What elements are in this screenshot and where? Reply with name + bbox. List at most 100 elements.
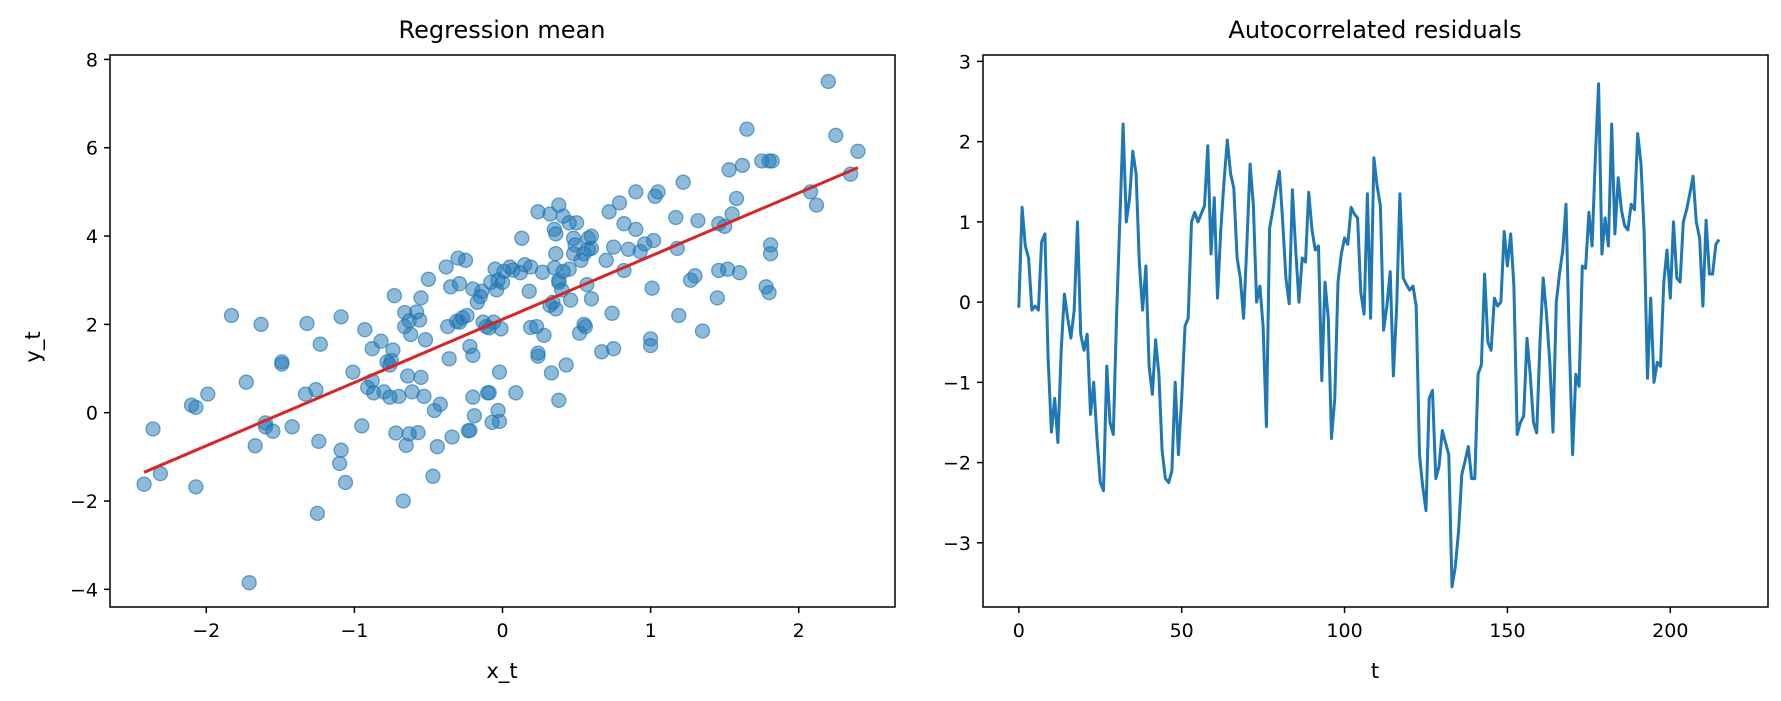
scatter-point xyxy=(354,418,370,434)
scatter-point xyxy=(400,368,416,384)
scatter-point xyxy=(675,174,691,190)
scatter-point xyxy=(331,455,348,472)
scatter-point xyxy=(604,305,620,321)
scatter-point xyxy=(444,429,460,445)
scatter-point xyxy=(491,364,508,380)
scatter-point xyxy=(188,399,204,416)
scatter-point xyxy=(265,423,281,439)
scatter-point xyxy=(357,322,373,338)
scatter-point xyxy=(628,221,644,238)
residuals-panel: Autocorrelated residuals t 0 50 100 150 200 −… xyxy=(943,16,1769,683)
residuals-y-tick-label: 3 xyxy=(959,51,971,73)
scatter-point xyxy=(721,162,737,178)
residuals-line xyxy=(1017,82,1721,589)
residuals-y-tick-label: −3 xyxy=(943,533,971,555)
regression-x-tick-label: −1 xyxy=(340,620,368,642)
scatter-point xyxy=(601,204,617,220)
residuals-y-tick-label: −1 xyxy=(943,372,971,394)
scatter-point xyxy=(728,190,745,207)
scatter-point xyxy=(690,212,706,229)
scatter-point xyxy=(395,493,411,509)
scatter-point xyxy=(645,232,662,249)
scatter-point xyxy=(761,284,777,301)
regression-y-tick-label: −2 xyxy=(70,491,98,513)
regression-x-tick-label: 2 xyxy=(793,620,805,642)
scatter-point xyxy=(543,365,560,381)
scatter-point xyxy=(762,237,779,253)
scatter-point xyxy=(247,438,263,454)
scatter-point xyxy=(694,323,711,339)
scatter-point xyxy=(739,121,755,137)
scatter-point xyxy=(465,389,481,405)
scatter-point xyxy=(451,276,468,292)
regression-y-tick-label: 0 xyxy=(86,403,98,425)
scatter-point xyxy=(828,127,844,144)
scatter-point xyxy=(345,364,361,380)
residuals-plot-area: 0 50 100 150 200 −3 −2 −1 0 1 2 3 xyxy=(943,51,1769,642)
residuals-x-tick-label: 100 xyxy=(1326,620,1362,642)
scatter-point xyxy=(333,309,349,325)
scatter-point xyxy=(373,333,389,349)
regression-x-tick-label: 1 xyxy=(645,620,657,642)
scatter-point xyxy=(299,315,315,332)
scatter-point xyxy=(577,318,594,335)
scatter-point xyxy=(605,239,622,255)
scatter-point xyxy=(808,197,825,213)
regression-y-tick-label: 2 xyxy=(86,314,98,336)
scatter-point xyxy=(731,265,748,281)
regression-x-tick-label: 0 xyxy=(496,620,508,642)
scatter-point xyxy=(312,336,328,352)
scatter-point xyxy=(561,261,577,277)
scatter-point xyxy=(536,327,552,344)
scatter-point xyxy=(309,505,326,522)
scatter-point xyxy=(145,421,161,437)
regression-ylabel: y_t xyxy=(21,331,46,362)
scatter-point xyxy=(548,226,564,242)
scatter-point xyxy=(391,388,407,405)
scatter-point xyxy=(548,301,564,317)
scatter-point xyxy=(551,392,567,408)
scatter-point xyxy=(583,291,600,307)
scatter-point xyxy=(413,369,429,386)
scatter-point xyxy=(491,413,508,430)
scatter-point xyxy=(687,268,703,284)
scatter-point xyxy=(413,290,429,306)
scatter-point xyxy=(385,342,401,358)
residuals-y-tick-label: 2 xyxy=(959,132,971,154)
scatter-point xyxy=(611,195,628,211)
scatter-point xyxy=(388,425,404,441)
scatter-point xyxy=(481,385,497,401)
scatter-point xyxy=(850,143,866,159)
scatter-point xyxy=(642,337,659,354)
residuals-xlabel: t xyxy=(1371,659,1379,683)
scatter-point xyxy=(548,246,564,262)
scatter-point xyxy=(438,259,454,275)
scatter-point xyxy=(432,396,448,412)
scatter-point xyxy=(644,280,660,296)
scatter-point xyxy=(253,316,269,333)
scatter-point xyxy=(709,290,725,306)
scatter-point xyxy=(337,474,354,491)
regression-y-tick-label: 8 xyxy=(86,49,98,71)
regression-title: Regression mean xyxy=(399,16,606,44)
residuals-x-tick-label: 200 xyxy=(1652,620,1688,642)
scatter-point xyxy=(200,386,216,402)
residuals-axes-frame xyxy=(982,54,1769,608)
scatter-point xyxy=(650,184,666,200)
regression-points xyxy=(136,73,866,591)
scatter-point xyxy=(274,356,290,372)
scatter-point xyxy=(671,307,687,324)
scatter-point xyxy=(558,357,574,373)
scatter-point xyxy=(628,184,644,200)
scatter-point xyxy=(308,382,324,398)
scatter-point xyxy=(311,433,327,450)
scatter-point xyxy=(466,408,483,424)
regression-y-tick-label: 4 xyxy=(86,226,98,248)
residuals-y-tick-label: 1 xyxy=(959,212,971,234)
scatter-point xyxy=(457,252,474,268)
scatter-point xyxy=(459,307,475,324)
scatter-point xyxy=(562,292,579,308)
scatter-point xyxy=(820,73,836,90)
